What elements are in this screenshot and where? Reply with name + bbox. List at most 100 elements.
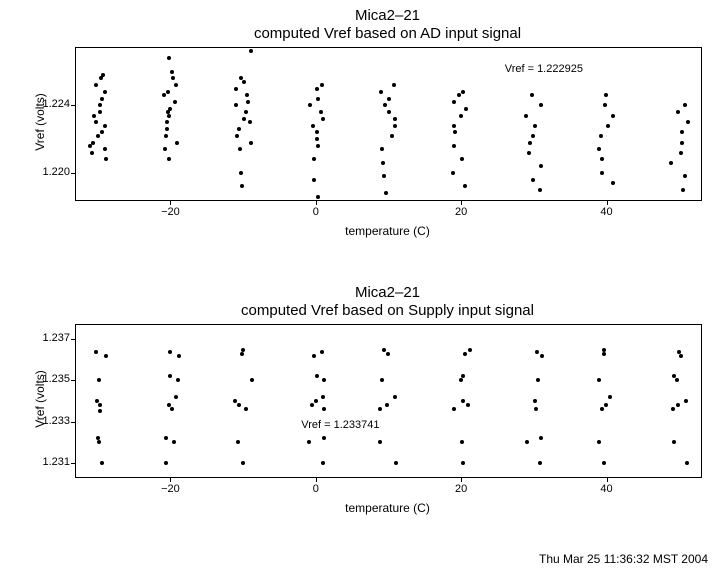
x-tick-label: −20: [150, 206, 190, 218]
data-point: [672, 440, 676, 444]
data-point: [461, 399, 465, 403]
data-point: [172, 440, 176, 444]
data-point: [322, 407, 326, 411]
data-point: [382, 348, 386, 352]
data-point: [237, 403, 241, 407]
data-point: [321, 395, 325, 399]
data-point: [539, 436, 543, 440]
data-point: [322, 436, 326, 440]
x-tick-label: 40: [587, 206, 627, 218]
data-point: [459, 378, 463, 382]
x-tick-label: 40: [587, 483, 627, 495]
data-point: [322, 378, 326, 382]
data-point: [683, 174, 687, 178]
data-point: [385, 403, 389, 407]
x-tick-label: 0: [296, 206, 336, 218]
x-tick: [461, 477, 462, 482]
data-point: [538, 188, 542, 192]
x-tick: [170, 477, 171, 482]
data-point: [314, 399, 318, 403]
data-point: [244, 407, 248, 411]
data-point: [380, 378, 384, 382]
data-point: [240, 352, 244, 356]
panel-1-x-label: temperature (C): [75, 224, 700, 238]
data-point: [320, 350, 324, 354]
x-tick-label: 0: [296, 483, 336, 495]
data-point: [536, 378, 540, 382]
data-point: [164, 436, 168, 440]
data-point: [460, 157, 464, 161]
data-point: [468, 348, 472, 352]
data-point: [463, 352, 467, 356]
data-point: [539, 164, 543, 168]
data-point: [315, 374, 319, 378]
data-point: [684, 399, 688, 403]
data-point: [535, 350, 539, 354]
x-tick: [316, 477, 317, 482]
data-point: [310, 403, 314, 407]
data-point: [452, 407, 456, 411]
data-point: [525, 440, 529, 444]
data-point: [540, 354, 544, 358]
y-tick: [71, 339, 76, 340]
data-point: [97, 440, 101, 444]
data-point: [177, 354, 181, 358]
data-point: [463, 184, 467, 188]
data-point: [461, 374, 465, 378]
data-point: [381, 161, 385, 165]
x-tick: [607, 477, 608, 482]
data-point: [676, 403, 680, 407]
data-point: [167, 157, 171, 161]
data-point: [611, 181, 615, 185]
panel-2-annotation: Vref = 1.233741: [301, 419, 379, 431]
data-point: [671, 407, 675, 411]
data-point: [602, 461, 606, 465]
data-point: [96, 436, 100, 440]
data-point: [597, 440, 601, 444]
data-point: [597, 378, 601, 382]
x-tick: [170, 200, 171, 205]
data-point: [241, 461, 245, 465]
data-point: [386, 352, 390, 356]
data-point: [600, 407, 604, 411]
y-tick: [71, 173, 76, 174]
data-point: [681, 188, 685, 192]
data-point: [164, 461, 168, 465]
data-point: [669, 161, 673, 165]
data-point: [534, 407, 538, 411]
data-point: [677, 350, 681, 354]
data-point: [174, 395, 178, 399]
x-tick: [607, 200, 608, 205]
data-point: [307, 440, 311, 444]
data-point: [321, 461, 325, 465]
data-point: [239, 171, 243, 175]
data-point: [104, 157, 108, 161]
data-point: [608, 395, 612, 399]
data-point: [241, 348, 245, 352]
data-point: [378, 440, 382, 444]
data-point: [233, 399, 237, 403]
data-point: [675, 378, 679, 382]
data-point: [679, 354, 683, 358]
data-point: [393, 395, 397, 399]
data-point: [312, 178, 316, 182]
y-tick-label: 1.220: [28, 166, 70, 178]
data-point: [531, 178, 535, 182]
data-point: [167, 403, 171, 407]
y-tick-label: 1.237: [28, 332, 70, 344]
x-tick: [316, 200, 317, 205]
data-point: [168, 374, 172, 378]
data-point: [466, 403, 470, 407]
data-point: [394, 461, 398, 465]
y-tick-label: 1.235: [28, 373, 70, 385]
data-point: [240, 184, 244, 188]
data-point: [604, 403, 608, 407]
x-tick-label: 20: [441, 483, 481, 495]
data-point: [538, 461, 542, 465]
data-point: [98, 409, 102, 413]
data-point: [97, 378, 101, 382]
panel-2-y-label: Vref (volts): [33, 339, 47, 459]
data-point: [600, 157, 604, 161]
y-tick: [71, 422, 76, 423]
panel-2-title-1: Mica2–21: [75, 284, 700, 301]
